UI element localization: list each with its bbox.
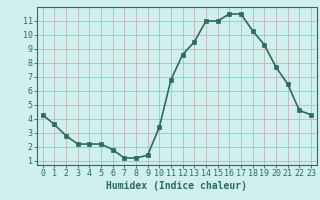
X-axis label: Humidex (Indice chaleur): Humidex (Indice chaleur) (106, 181, 247, 191)
